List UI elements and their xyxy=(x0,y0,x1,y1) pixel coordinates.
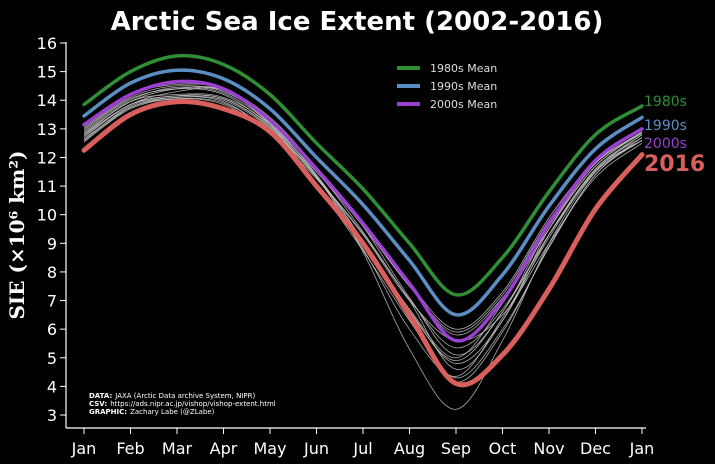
credits: DATA: JAXA (Arctic Data archive System, N… xyxy=(89,392,276,416)
x-tick-label: Aug xyxy=(394,439,425,458)
end-label-1990s: 1990s xyxy=(644,118,687,134)
x-tick-label: Mar xyxy=(162,439,193,458)
y-tick-label: 6 xyxy=(47,320,57,339)
y-tick-label: 5 xyxy=(47,349,57,368)
y-tick-label: 8 xyxy=(47,263,57,282)
legend-label-1980s: 1980s Mean xyxy=(430,62,497,75)
y-tick-label: 4 xyxy=(47,377,57,396)
x-tick-label: Dec xyxy=(580,439,611,458)
y-tick-label: 15 xyxy=(37,63,57,82)
x-tick-label: Feb xyxy=(116,439,144,458)
series-line-2016 xyxy=(81,99,645,388)
plot-area xyxy=(81,53,645,410)
x-tick-label: Jun xyxy=(303,439,329,458)
x-tick-label: May xyxy=(253,439,286,458)
x-ticks: Jan Feb Mar Apr May Jun Jul Aug Sep Oct Nov Dec Jan xyxy=(71,428,655,458)
x-tick-label: Jan xyxy=(71,439,97,458)
y-tick-label: 3 xyxy=(47,406,57,425)
series-line-2000s-mean xyxy=(82,79,644,343)
end-labels: 1980s 1990s 2000s 2016 xyxy=(644,94,705,177)
x-tick-label: Jul xyxy=(352,439,372,458)
y-tick-label: 12 xyxy=(37,148,57,167)
end-label-1980s: 1980s xyxy=(644,94,687,110)
x-tick-label: Oct xyxy=(489,439,517,458)
credit-graphic: GRAPHIC: Zachary Labe (@ZLabe) xyxy=(89,408,215,416)
y-tick-label: 7 xyxy=(47,292,57,311)
y-axis-label: SIE (×10⁶ km²) xyxy=(5,150,29,319)
y-tick-label: 13 xyxy=(37,120,57,139)
x-tick-label: Sep xyxy=(441,439,471,458)
y-tick-label: 10 xyxy=(37,206,57,225)
chart-title: Arctic Sea Ice Extent (2002-2016) xyxy=(111,7,604,37)
legend-label-1990s: 1990s Mean xyxy=(430,80,497,93)
legend-label-2000s: 2000s Mean xyxy=(430,98,497,111)
end-label-2000s: 2000s xyxy=(644,136,687,152)
x-tick-label: Jan xyxy=(629,439,655,458)
credit-csv: CSV: https://ads.nipr.ac.jp/vishop/vishop… xyxy=(89,400,276,408)
y-tick-label: 16 xyxy=(37,34,57,53)
y-tick-label: 9 xyxy=(47,234,57,253)
year-line xyxy=(83,87,643,410)
series-line-1990s-mean xyxy=(82,68,644,317)
legend: 1980s Mean 1990s Mean 2000s Mean xyxy=(397,62,497,111)
mean-lines xyxy=(81,53,645,388)
series-line-1980s-mean xyxy=(82,53,644,297)
y-ticks: 3 4 5 6 7 8 9 10 11 12 13 14 15 16 xyxy=(37,34,66,425)
y-tick-label: 11 xyxy=(37,177,57,196)
x-tick-label: Apr xyxy=(210,439,238,458)
year-line xyxy=(83,98,643,377)
credit-data: DATA: JAXA (Arctic Data archive System, N… xyxy=(89,392,255,400)
end-label-2016: 2016 xyxy=(644,152,705,177)
y-tick-label: 14 xyxy=(37,91,57,110)
x-tick-label: Nov xyxy=(533,439,564,458)
